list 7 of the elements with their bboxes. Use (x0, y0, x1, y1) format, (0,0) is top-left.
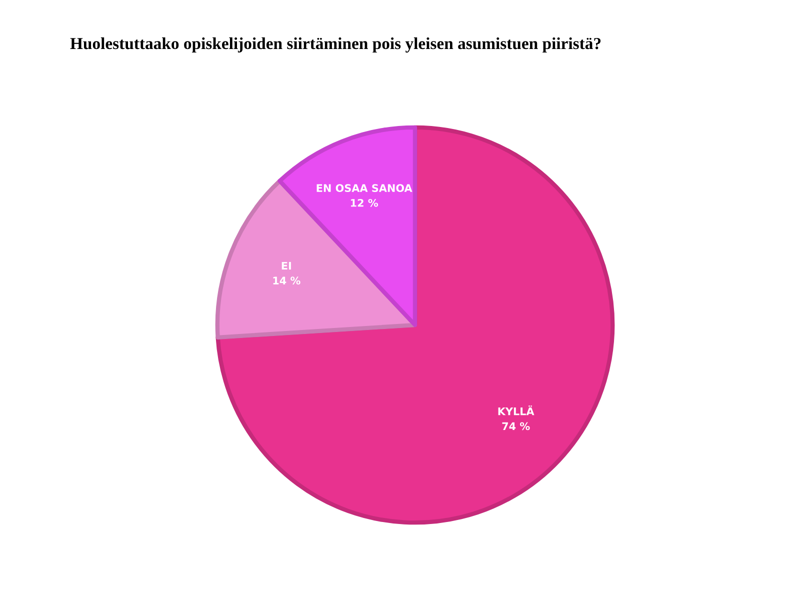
slice-label: KYLLÄ (498, 406, 534, 416)
data-label: 12 % (350, 198, 378, 207)
slice-label: EN OSAA SANOA (316, 184, 412, 192)
data-label: 14 % (273, 276, 300, 285)
chart-title: Huolestuttaako opiskelijoiden siirtäminen pois yleisen asumistuen piiristä? (70, 37, 601, 53)
data-label: 74 % (502, 422, 530, 430)
slice-label: EI (282, 262, 291, 270)
